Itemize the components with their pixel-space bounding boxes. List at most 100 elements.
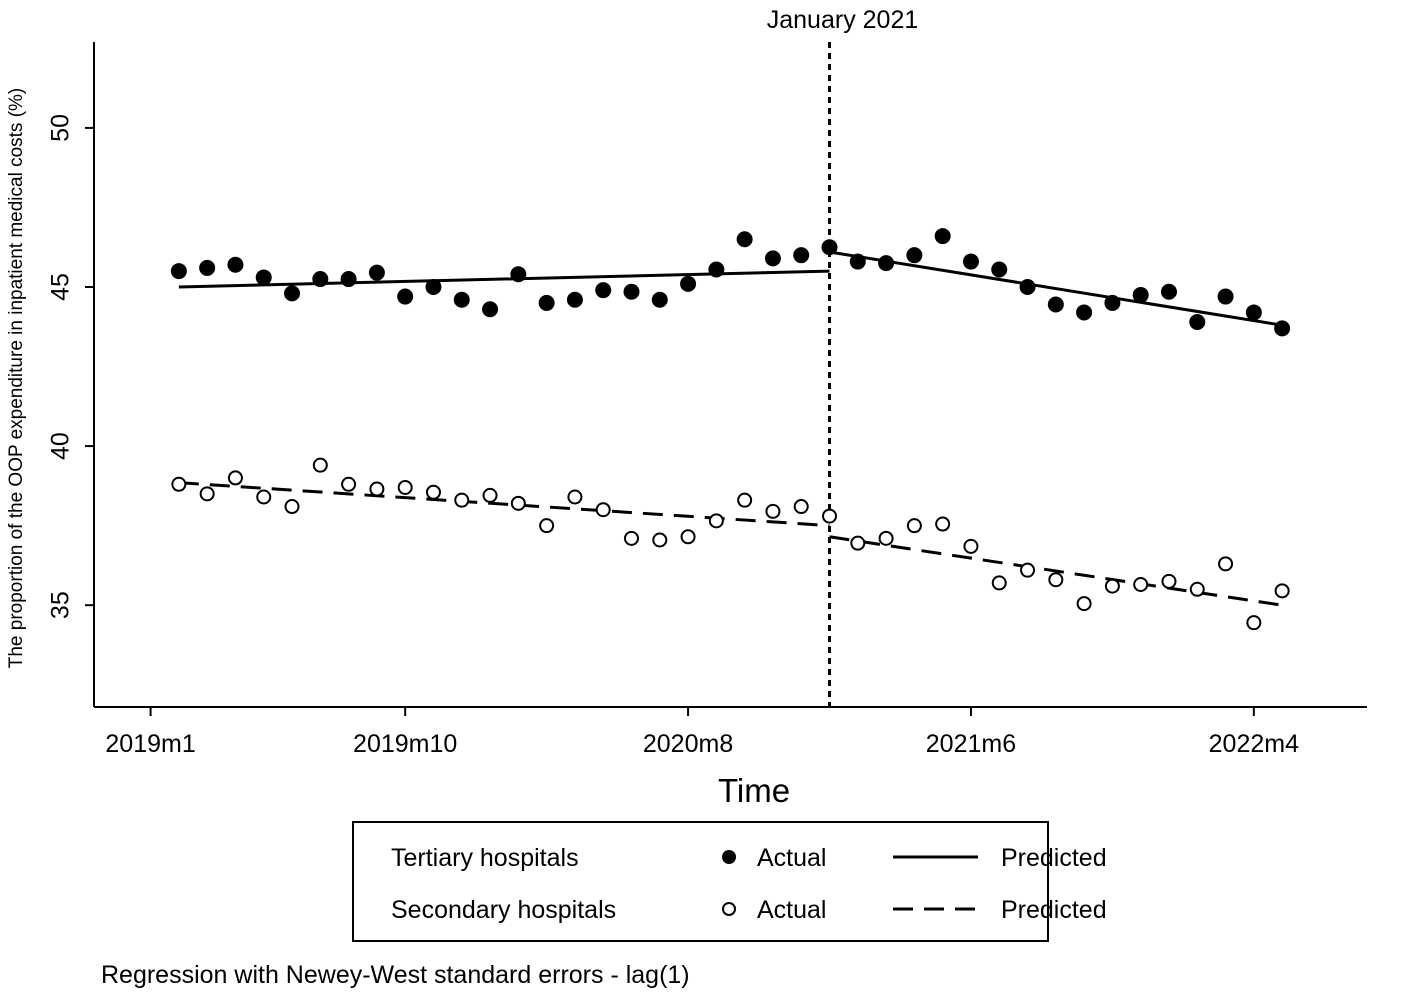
x-tick-label: 2019m10 (353, 730, 457, 758)
y-tick-label: 50 (47, 114, 75, 142)
point-secondary (341, 476, 357, 492)
point-secondary (369, 481, 385, 497)
legend-group-secondary: Secondary hospitals (391, 896, 616, 924)
actual-points (170, 228, 1291, 631)
point-secondary (1104, 578, 1120, 594)
x-tick-label: 2020m8 (643, 730, 733, 758)
point-tertiary (566, 291, 583, 308)
point-secondary (822, 508, 838, 524)
point-secondary (1246, 615, 1262, 631)
point-tertiary (934, 228, 951, 245)
point-secondary (991, 575, 1007, 591)
point-secondary (482, 487, 498, 503)
point-tertiary (1132, 286, 1149, 303)
legend: Tertiary hospitals Actual Predicted Seco… (352, 821, 1107, 942)
point-tertiary (1019, 279, 1036, 295)
point-tertiary (651, 291, 668, 308)
point-secondary (652, 532, 668, 548)
point-tertiary (821, 239, 838, 256)
point-tertiary (595, 282, 612, 299)
predicted-line-tertiary (829, 250, 1283, 327)
point-tertiary (1047, 296, 1064, 313)
y-tick-label: 45 (47, 273, 75, 301)
predicted-line-secondary (829, 535, 1283, 607)
point-secondary (1020, 562, 1036, 578)
point-tertiary (1217, 288, 1234, 305)
point-tertiary (227, 256, 244, 273)
point-secondary (737, 492, 753, 508)
point-tertiary (793, 247, 810, 264)
point-tertiary (991, 261, 1008, 278)
point-secondary (312, 457, 328, 473)
point-tertiary (736, 231, 753, 248)
point-secondary (1161, 573, 1177, 589)
point-secondary (510, 495, 526, 511)
point-tertiary (397, 288, 414, 305)
x-tick-label: 2019m1 (105, 730, 195, 758)
point-tertiary (284, 285, 301, 302)
point-tertiary (538, 294, 555, 311)
point-tertiary (1160, 283, 1177, 300)
x-ticks: 2019m1 2019m10 2020m8 2021m6 2022m4 (105, 707, 1299, 758)
legend-marker-filled (722, 850, 736, 864)
point-secondary (567, 489, 583, 505)
point-tertiary (708, 261, 725, 278)
point-tertiary (170, 263, 187, 280)
point-tertiary (453, 291, 470, 308)
legend-predicted-tertiary: Predicted (1001, 844, 1107, 872)
legend-predicted-secondary: Predicted (1001, 896, 1107, 924)
y-tick-label: 40 (47, 432, 75, 460)
point-tertiary (680, 275, 697, 292)
point-tertiary (1104, 294, 1121, 311)
point-secondary (199, 486, 215, 502)
legend-actual-secondary: Actual (757, 896, 826, 924)
legend-marker-hollow (722, 902, 736, 916)
point-secondary (425, 484, 441, 500)
point-secondary (284, 499, 300, 515)
y-axis-label: The proportion of the OOP expenditure in… (6, 88, 27, 669)
point-tertiary (340, 271, 357, 288)
point-secondary (793, 499, 809, 515)
point-secondary (171, 476, 187, 492)
point-tertiary (1245, 304, 1262, 321)
intervention-label: January 2021 (767, 6, 919, 34)
regression-note: Regression with Newey-West standard erro… (101, 961, 690, 989)
point-secondary (454, 492, 470, 508)
point-secondary (1218, 556, 1234, 572)
point-tertiary (962, 253, 979, 270)
point-secondary (227, 470, 243, 486)
point-secondary (595, 502, 611, 518)
y-ticks: 35 40 45 50 (47, 114, 94, 619)
point-tertiary (623, 283, 640, 300)
legend-group-tertiary: Tertiary hospitals (391, 844, 579, 872)
point-secondary (850, 535, 866, 551)
point-tertiary (482, 301, 499, 318)
point-tertiary (368, 264, 385, 281)
point-secondary (1048, 572, 1064, 588)
point-secondary (708, 513, 724, 529)
point-tertiary (1189, 314, 1206, 330)
point-secondary (1133, 577, 1149, 592)
legend-actual-tertiary: Actual (757, 844, 826, 872)
point-tertiary (510, 266, 527, 283)
point-secondary (623, 530, 639, 546)
point-tertiary (312, 271, 329, 288)
point-secondary (539, 518, 555, 534)
point-tertiary (1274, 320, 1291, 337)
point-secondary (1274, 583, 1290, 599)
point-secondary (397, 479, 413, 495)
point-tertiary (878, 255, 895, 272)
point-tertiary (849, 253, 866, 270)
point-tertiary (255, 269, 272, 286)
y-tick-label: 35 (47, 591, 75, 619)
x-tick-label: 2022m4 (1209, 730, 1299, 758)
x-axis-label: Time (718, 772, 790, 809)
point-secondary (935, 516, 951, 532)
x-tick-label: 2021m6 (926, 730, 1016, 758)
point-secondary (1189, 581, 1205, 597)
point-secondary (256, 489, 272, 505)
point-tertiary (764, 250, 781, 267)
point-secondary (963, 538, 979, 554)
legend-box (352, 821, 1049, 942)
